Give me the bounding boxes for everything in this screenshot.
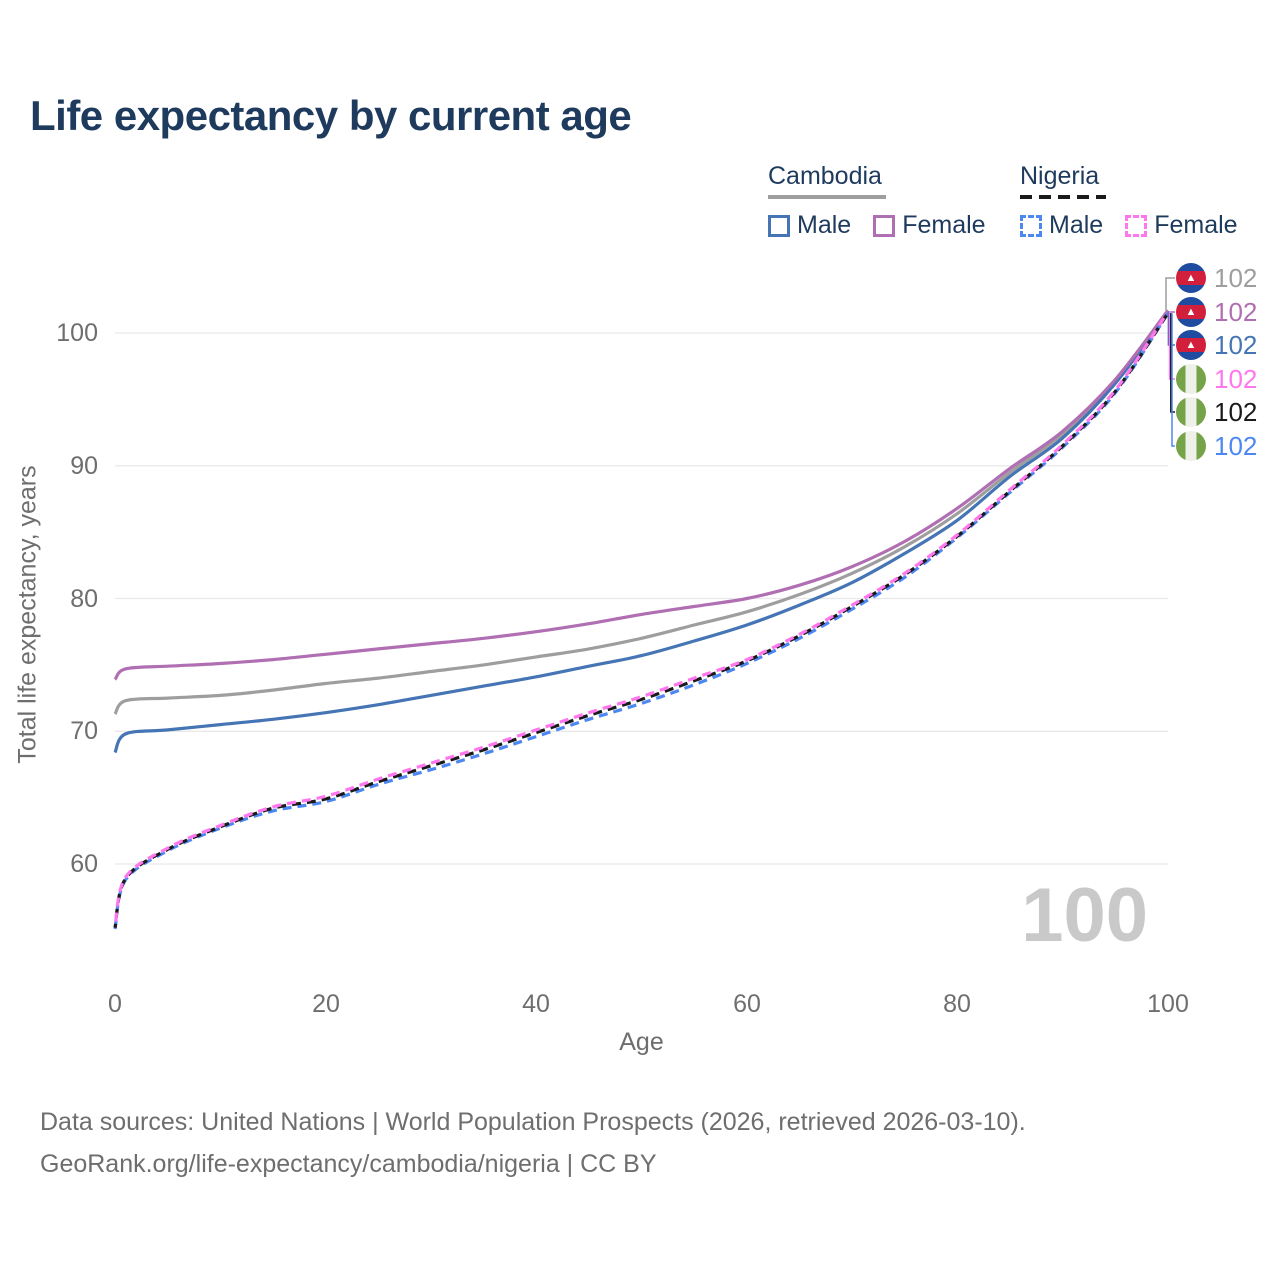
nigeria-dashed-line-icon <box>1020 195 1106 199</box>
cambodia-flag-icon: ▲ <box>1176 297 1206 327</box>
x-tick-20: 20 <box>312 990 340 1018</box>
legend-label: Female <box>902 211 986 239</box>
end-value: 102 <box>1214 363 1258 394</box>
end-label-nigeria-both[interactable]: 102 <box>1176 396 1257 428</box>
x-tick-0: 0 <box>108 990 122 1018</box>
y-tick-100: 100 <box>56 319 98 347</box>
source-url-text: GeoRank.org/life-expectancy/cambodia/nig… <box>40 1150 657 1178</box>
x-tick-60: 60 <box>733 990 761 1018</box>
legend-group-nigeria: Nigeria Male Female <box>1020 162 1238 240</box>
end-value: 102 <box>1214 430 1258 461</box>
end-label-nigeria-female[interactable]: 102 <box>1176 363 1257 395</box>
series-line-nigeria_female[interactable] <box>113 310 1170 927</box>
series-line-cambodia_both[interactable] <box>113 309 1170 716</box>
cambodia-flag-icon: ▲ <box>1176 263 1206 293</box>
legend-item-cambodia-female[interactable]: Female <box>873 211 986 240</box>
leader-line-nigeria_both <box>1170 313 1175 413</box>
end-value: 102 <box>1214 329 1258 360</box>
legend-country-nigeria: Nigeria <box>1020 162 1100 190</box>
current-age-watermark: 100 <box>1021 873 1148 958</box>
y-tick-80: 80 <box>70 585 98 613</box>
legend-label: Male <box>797 211 852 239</box>
x-tick-100: 100 <box>1147 990 1189 1018</box>
leader-line-cambodia_male <box>1167 311 1175 346</box>
end-label-cambodia-both[interactable]: ▲ 102 <box>1176 262 1257 294</box>
nigeria-female-swatch-icon <box>1125 214 1148 237</box>
legend-item-cambodia-male[interactable]: Male <box>768 211 851 240</box>
leader-line-nigeria_male <box>1171 313 1175 447</box>
x-axis-title: Age <box>619 1028 664 1056</box>
legend-label: Male <box>1049 211 1104 239</box>
nigeria-male-swatch-icon <box>1020 214 1042 237</box>
cambodia-female-swatch-icon <box>873 214 896 237</box>
page-title: Life expectancy by current age <box>30 92 632 139</box>
y-tick-60: 60 <box>70 850 98 878</box>
end-value: 102 <box>1214 296 1258 327</box>
series-line-nigeria_male[interactable] <box>113 312 1170 930</box>
nigeria-flag-icon <box>1176 364 1206 394</box>
legend-group-cambodia: Cambodia Male Female <box>768 162 986 240</box>
end-label-cambodia-female[interactable]: ▲ 102 <box>1176 296 1257 328</box>
end-label-cambodia-male[interactable]: ▲ 102 <box>1176 329 1257 361</box>
end-label-nigeria-male[interactable]: 102 <box>1176 430 1257 462</box>
leader-line-cambodia_both <box>1165 277 1175 311</box>
y-tick-90: 90 <box>70 452 98 480</box>
cambodia-solid-line-icon <box>768 195 886 199</box>
y-tick-70: 70 <box>70 717 98 745</box>
legend-label: Female <box>1154 211 1238 239</box>
series-line-cambodia_female[interactable] <box>113 309 1170 681</box>
nigeria-flag-icon <box>1176 431 1206 461</box>
end-value: 102 <box>1214 262 1258 293</box>
data-sources-text: Data sources: United Nations | World Pop… <box>40 1108 1026 1136</box>
leader-line-nigeria_female <box>1168 311 1175 380</box>
nigeria-flag-icon <box>1176 397 1206 427</box>
series-line-nigeria_both[interactable] <box>113 312 1170 929</box>
legend-item-nigeria-male[interactable]: Male <box>1020 211 1103 240</box>
series-line-cambodia_male[interactable] <box>113 310 1170 754</box>
end-value: 102 <box>1214 396 1258 427</box>
y-axis-title: Total life expectancy, years <box>13 465 42 764</box>
cambodia-flag-icon: ▲ <box>1176 330 1206 360</box>
legend-item-nigeria-female[interactable]: Female <box>1125 211 1238 240</box>
leader-line-cambodia_female <box>1166 310 1175 313</box>
x-tick-40: 40 <box>522 990 550 1018</box>
cambodia-male-swatch-icon <box>768 214 790 237</box>
x-tick-80: 80 <box>943 990 971 1018</box>
legend-country-cambodia: Cambodia <box>768 162 882 190</box>
